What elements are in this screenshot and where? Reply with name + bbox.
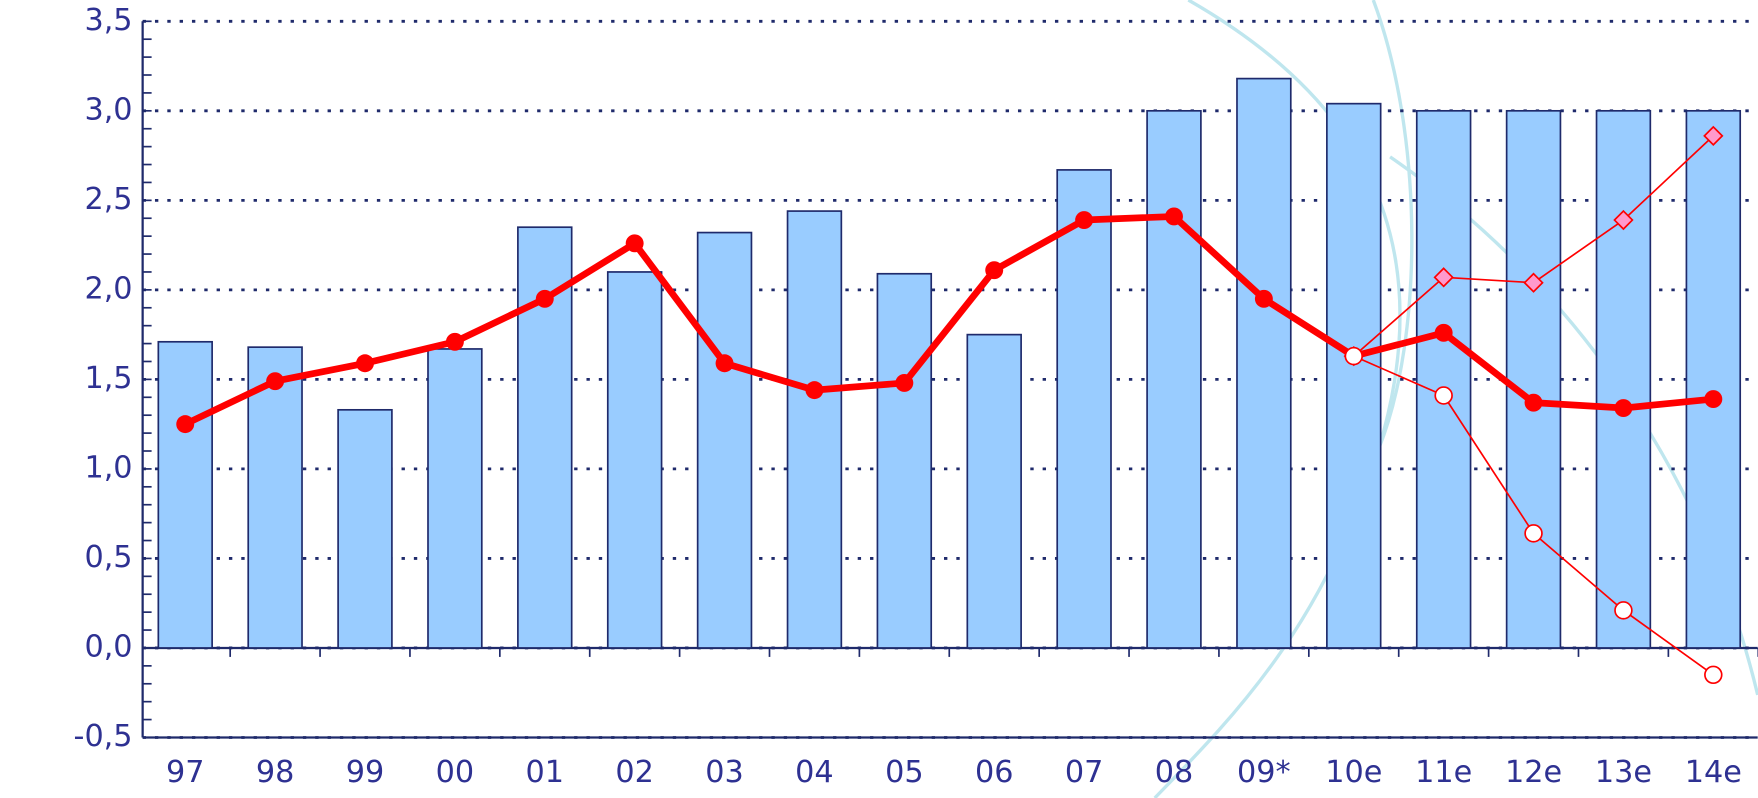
- y-tick-label: 2,5: [84, 182, 132, 217]
- bar: [1686, 111, 1740, 648]
- marker: [805, 381, 823, 399]
- x-tick-label: 98: [256, 755, 294, 790]
- x-tick-label: 11e: [1415, 755, 1472, 790]
- bar: [338, 410, 392, 648]
- bar: [428, 349, 482, 648]
- x-tick-label: 01: [526, 755, 565, 790]
- bar: [1507, 111, 1561, 648]
- marker: [1165, 207, 1183, 225]
- marker: [1075, 211, 1093, 229]
- marker: [1615, 602, 1632, 619]
- marker: [1704, 390, 1722, 408]
- bar: [1417, 111, 1471, 648]
- marker: [176, 415, 194, 433]
- y-tick-label: 3,5: [84, 3, 132, 38]
- y-tick-label: 0,5: [84, 540, 132, 575]
- y-tick-label: 0,0: [84, 629, 132, 664]
- y-tick-label: 2,0: [84, 271, 132, 306]
- x-tick-label: 05: [885, 755, 924, 790]
- bar: [788, 211, 842, 648]
- marker: [1435, 324, 1453, 342]
- marker: [446, 333, 464, 351]
- bar: [967, 335, 1021, 648]
- marker: [1525, 394, 1543, 412]
- marker: [626, 234, 644, 252]
- bar: [1057, 170, 1111, 648]
- y-tick-label: 1,5: [84, 361, 132, 396]
- x-tick-label: 00: [436, 755, 475, 790]
- chart: -0,5 0,0 0,5 1,0 1,5 2,0 2,5 3,0 3,5 97 98 99 00 01 02…: [0, 0, 1758, 798]
- x-tick-label: 10e: [1325, 755, 1382, 790]
- x-tick-label: 08: [1155, 755, 1194, 790]
- bar: [698, 233, 752, 648]
- bar: [608, 272, 662, 648]
- marker: [1525, 525, 1542, 542]
- x-tick-label: 07: [1065, 755, 1104, 790]
- marker: [985, 261, 1003, 279]
- marker: [1255, 290, 1273, 308]
- x-tick-label: 99: [346, 755, 384, 790]
- bar: [1147, 111, 1201, 648]
- marker: [1345, 348, 1362, 365]
- x-tick-label: 14e: [1685, 755, 1742, 790]
- marker: [716, 354, 734, 372]
- x-tick-label: 02: [615, 755, 654, 790]
- marker: [356, 354, 374, 372]
- marker: [266, 372, 284, 390]
- bar: [158, 342, 212, 648]
- line: [185, 216, 1713, 424]
- marker: [1435, 387, 1452, 404]
- x-tick-label: 12e: [1505, 755, 1562, 790]
- x-tick-label: 13e: [1595, 755, 1652, 790]
- x-tick-label: 03: [705, 755, 744, 790]
- marker: [1614, 399, 1632, 417]
- marker: [1705, 666, 1722, 683]
- y-tick-label: 1,0: [84, 450, 132, 485]
- bar: [1237, 79, 1291, 648]
- x-tick-label: 06: [975, 755, 1014, 790]
- y-tick-label: -0,5: [74, 719, 133, 754]
- x-tick-label: 97: [166, 755, 205, 790]
- marker: [895, 374, 913, 392]
- y-tick-label: 3,0: [84, 92, 132, 127]
- bar: [877, 274, 931, 648]
- bar: [1597, 111, 1651, 648]
- x-tick-label: 09*: [1237, 755, 1291, 790]
- bar: [1327, 104, 1381, 648]
- x-tick-label: 04: [795, 755, 834, 790]
- marker: [536, 290, 554, 308]
